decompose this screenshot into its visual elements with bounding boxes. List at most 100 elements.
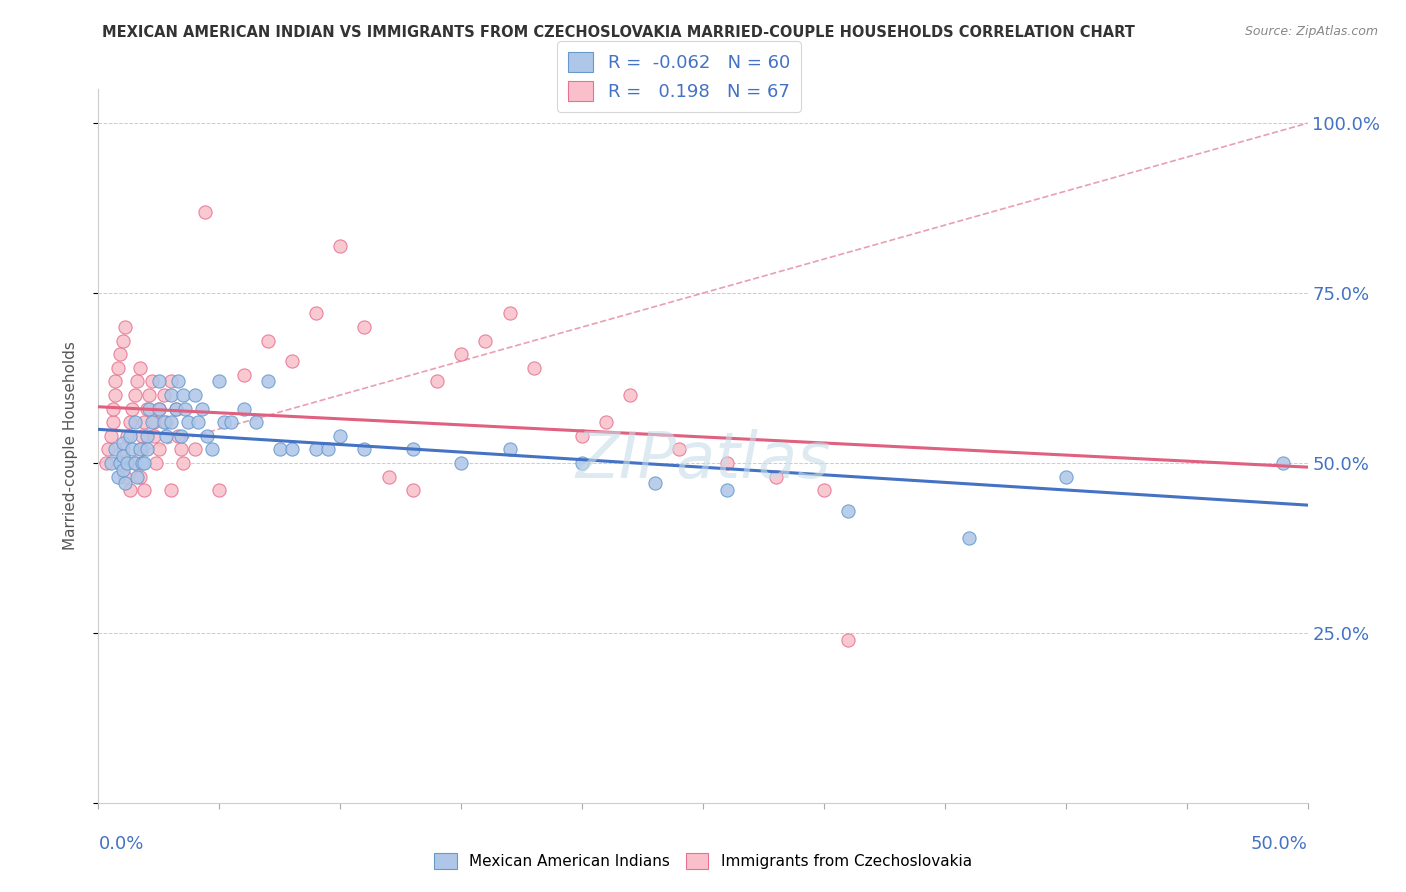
Point <box>114 320 136 334</box>
Point <box>124 415 146 429</box>
Point <box>128 360 150 375</box>
Point <box>108 347 131 361</box>
Point <box>94 456 117 470</box>
Point <box>135 401 157 416</box>
Point <box>165 401 187 416</box>
Point <box>148 401 170 416</box>
Point <box>716 456 738 470</box>
Point <box>148 442 170 457</box>
Text: Source: ZipAtlas.com: Source: ZipAtlas.com <box>1244 25 1378 38</box>
Point <box>377 469 399 483</box>
Point <box>124 456 146 470</box>
Point <box>353 442 375 457</box>
Point <box>450 347 472 361</box>
Point <box>837 503 859 517</box>
Point <box>232 368 254 382</box>
Text: MEXICAN AMERICAN INDIAN VS IMMIGRANTS FROM CZECHOSLOVAKIA MARRIED-COUPLE HOUSEHO: MEXICAN AMERICAN INDIAN VS IMMIGRANTS FR… <box>103 25 1135 40</box>
Point <box>281 442 304 457</box>
Point <box>121 442 143 457</box>
Point <box>108 456 131 470</box>
Point <box>107 360 129 375</box>
Point <box>426 375 449 389</box>
Point <box>111 334 134 348</box>
Point <box>221 415 243 429</box>
Point <box>167 375 190 389</box>
Point <box>148 375 170 389</box>
Point <box>131 456 153 470</box>
Point <box>127 375 149 389</box>
Point <box>716 483 738 498</box>
Point <box>118 415 141 429</box>
Point <box>114 476 136 491</box>
Point <box>138 388 160 402</box>
Point <box>138 401 160 416</box>
Point <box>100 429 122 443</box>
Point <box>101 401 124 416</box>
Point <box>256 334 278 348</box>
Point <box>101 415 124 429</box>
Point <box>571 429 593 443</box>
Point <box>474 334 496 348</box>
Text: 50.0%: 50.0% <box>1251 835 1308 853</box>
Point <box>145 456 167 470</box>
Point <box>450 456 472 470</box>
Point <box>208 375 231 389</box>
Point <box>104 388 127 402</box>
Point <box>245 415 267 429</box>
Point <box>169 429 191 443</box>
Point <box>595 415 617 429</box>
Point <box>165 401 187 416</box>
Point <box>135 429 157 443</box>
Point <box>97 442 120 457</box>
Point <box>111 442 134 457</box>
Point <box>195 429 218 443</box>
Y-axis label: Married-couple Households: Married-couple Households <box>63 342 77 550</box>
Point <box>111 435 134 450</box>
Point <box>143 429 166 443</box>
Point <box>402 483 425 498</box>
Point <box>172 456 194 470</box>
Point <box>305 306 328 320</box>
Point <box>232 401 254 416</box>
Point <box>117 429 139 443</box>
Point <box>124 456 146 470</box>
Point <box>201 442 224 457</box>
Point <box>619 388 641 402</box>
Point <box>155 429 177 443</box>
Point <box>813 483 835 498</box>
Point <box>134 483 156 498</box>
Point <box>329 429 352 443</box>
Point <box>256 375 278 389</box>
Point <box>127 469 149 483</box>
Point <box>160 388 183 402</box>
Point <box>174 401 197 416</box>
Point <box>571 456 593 470</box>
Point <box>160 375 183 389</box>
Point <box>765 469 787 483</box>
Legend: R =  -0.062   N = 60, R =   0.198   N = 67: R = -0.062 N = 60, R = 0.198 N = 67 <box>557 41 800 112</box>
Point <box>498 306 520 320</box>
Point <box>135 442 157 457</box>
Point <box>281 354 304 368</box>
Point <box>104 375 127 389</box>
Point <box>668 442 690 457</box>
Point <box>160 483 183 498</box>
Point <box>177 415 200 429</box>
Point <box>194 204 217 219</box>
Point <box>184 442 207 457</box>
Point <box>208 483 231 498</box>
Point <box>498 442 520 457</box>
Point <box>108 456 131 470</box>
Point <box>160 415 183 429</box>
Point <box>141 375 163 389</box>
Legend: Mexican American Indians, Immigrants from Czechoslovakia: Mexican American Indians, Immigrants fro… <box>427 847 979 875</box>
Point <box>128 442 150 457</box>
Point <box>134 456 156 470</box>
Point <box>329 238 352 252</box>
Point <box>141 415 163 429</box>
Point <box>111 463 134 477</box>
Point <box>644 476 666 491</box>
Point <box>128 469 150 483</box>
Point <box>121 401 143 416</box>
Point <box>118 483 141 498</box>
